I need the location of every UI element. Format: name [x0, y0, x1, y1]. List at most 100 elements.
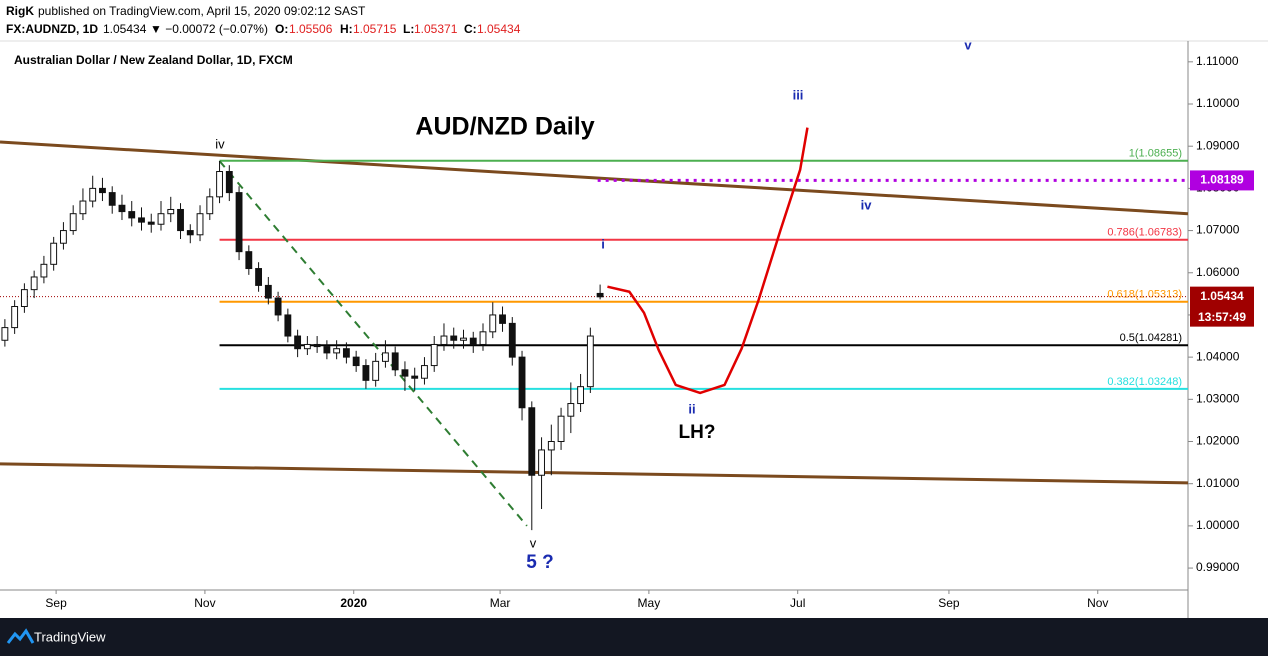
candle-body — [567, 403, 575, 417]
wave-label: iv — [215, 136, 225, 151]
candle-body — [499, 314, 506, 324]
wave-label: i — [601, 236, 605, 251]
candle-body — [1, 327, 9, 341]
low: 1.05371 — [414, 22, 458, 36]
candle-body — [430, 343, 438, 367]
open: 1.05506 — [289, 22, 333, 36]
footer — [0, 618, 1268, 656]
candle-body — [313, 343, 321, 348]
h-label: H: — [340, 22, 353, 36]
candle-body — [586, 335, 594, 388]
candle-body — [69, 213, 77, 232]
candle-body — [11, 306, 19, 329]
y-tick-label: 1.06000 — [1196, 265, 1240, 279]
fib-label: 0.382(1.03248) — [1107, 376, 1182, 388]
candle-body — [421, 365, 428, 379]
close: 1.05434 — [477, 22, 521, 36]
y-tick-label: 1.02000 — [1196, 434, 1240, 448]
y-tick-label: 1.07000 — [1196, 223, 1240, 237]
candle-body — [59, 230, 67, 244]
chart-title: Australian Dollar / New Zealand Dollar, … — [14, 53, 293, 67]
candle-body — [99, 187, 106, 194]
wave-label: 5 ? — [526, 552, 553, 573]
candle-body — [372, 360, 380, 381]
candle-body — [294, 335, 302, 350]
y-tick-label: 1.11000 — [1196, 54, 1239, 68]
candle-body — [196, 213, 204, 236]
candle-body — [352, 356, 360, 367]
trendline — [0, 462, 1189, 485]
candle-body — [547, 441, 555, 451]
x-tick-label: 2020 — [340, 596, 367, 610]
candle-body — [303, 343, 311, 350]
logo — [6, 628, 35, 644]
candle-body — [391, 352, 399, 371]
candle-body — [245, 251, 253, 270]
wave-label: iii — [793, 87, 804, 102]
candle-body — [225, 171, 233, 194]
c-label: C: — [464, 22, 477, 36]
x-tick-label: May — [638, 596, 661, 610]
candle-body — [89, 187, 97, 202]
candle-body — [118, 204, 126, 213]
candle-body — [489, 314, 497, 333]
candle-body — [186, 230, 194, 236]
wave-label: iv — [861, 197, 873, 212]
last-price-tag — [1190, 286, 1254, 327]
y-tick-label: 1.03000 — [1196, 391, 1240, 405]
x-tick-label: Sep — [45, 596, 67, 610]
candle-body — [40, 263, 48, 278]
annotation: AUD/NZD Daily — [415, 113, 594, 141]
candle-body — [206, 196, 214, 215]
x-tick-label: Nov — [1087, 596, 1108, 610]
target-tag-label: 1.08189 — [1200, 173, 1244, 187]
y-tick-label: 0.99000 — [1196, 560, 1240, 574]
y-tick-label: 1.09000 — [1196, 138, 1240, 152]
candle-body — [342, 348, 350, 358]
fib-label: 0.786(1.06783) — [1107, 227, 1182, 239]
x-tick-label: Mar — [490, 596, 511, 610]
high: 1.05715 — [353, 22, 397, 36]
candle-body — [274, 297, 282, 316]
wave-label: v — [530, 535, 537, 550]
wave-label: ii — [688, 401, 695, 416]
trendline — [0, 140, 1189, 216]
last-price-label: 1.05434 — [1200, 289, 1244, 303]
l-label: L: — [403, 22, 414, 36]
projection — [607, 127, 809, 395]
candle-body — [577, 386, 585, 405]
y-tick-label: 1.04000 — [1196, 349, 1240, 363]
candle-body — [128, 211, 136, 219]
candle-body — [479, 331, 487, 345]
y-tick-label: 1.10000 — [1196, 96, 1240, 110]
candle-body — [216, 171, 223, 198]
candle-body — [255, 268, 263, 286]
y-tick-label: 1.01000 — [1196, 476, 1240, 490]
candle-body — [264, 284, 272, 299]
wave-label: LH? — [679, 422, 716, 443]
candle-body — [596, 292, 604, 298]
candle-body — [333, 348, 341, 354]
candle-body — [440, 335, 448, 345]
candle-body — [401, 369, 409, 377]
candle-body — [460, 337, 467, 341]
candle-body — [528, 407, 536, 476]
candle-body — [508, 322, 516, 358]
publisher: RigK — [6, 4, 34, 18]
y-tick-label: 1.00000 — [1196, 518, 1240, 532]
fib-label: 0.5(1.04281) — [1120, 332, 1182, 344]
candle-body — [518, 356, 526, 409]
candle-body — [538, 449, 545, 476]
candle-body — [284, 314, 292, 337]
candle-body — [167, 208, 175, 215]
candle-body — [382, 352, 389, 362]
wave-line — [218, 160, 528, 527]
candle-body — [469, 337, 477, 345]
fib-label: 0.618(1.05313) — [1107, 289, 1182, 301]
candle-body — [147, 221, 155, 225]
footer-brand[interactable]: TradingView — [34, 629, 106, 644]
candle-body — [50, 242, 58, 265]
